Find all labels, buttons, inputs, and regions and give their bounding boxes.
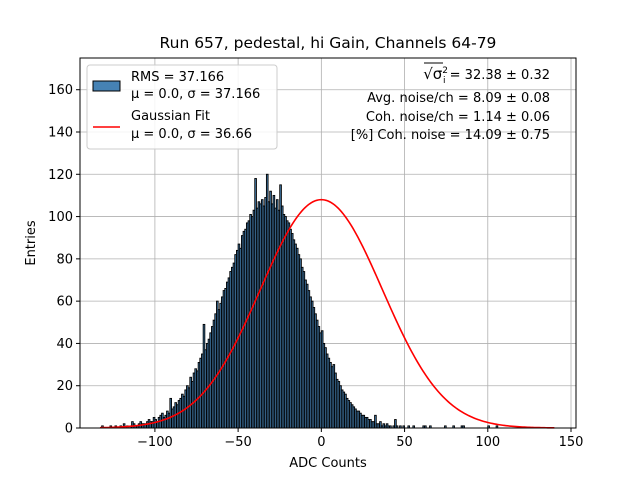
y-tick-label: 160 — [48, 83, 73, 98]
legend-fit-label: Gaussian Fit — [131, 109, 210, 124]
legend-histogram-swatch — [92, 80, 121, 92]
legend-histogram-label: RMS = 37.166 — [131, 70, 224, 85]
grid — [80, 58, 576, 429]
annotation-sigma-sum: √σ2 i = 32.38 ± 0.32 — [423, 65, 550, 86]
gaussian-fit-curve — [99, 198, 555, 429]
plot-frame — [79, 57, 577, 429]
x-tick-label: 50 — [396, 435, 413, 450]
y-tick-label: 40 — [56, 337, 73, 352]
legend: RMS = 37.166 μ = 0.0, σ = 37.166 Gaussia… — [86, 64, 278, 150]
legend-fit-stats: μ = 0.0, σ = 36.66 — [131, 127, 252, 142]
annotation-coh-noise-percent: [%] Coh. noise = 14.09 ± 0.75 — [351, 128, 550, 143]
y-tick-label: 80 — [56, 252, 73, 267]
y-tick-label: 60 — [56, 295, 73, 310]
y-axis: 0 20 40 60 80 100 120 140 160 — [48, 83, 80, 437]
annotation-avg-noise: Avg. noise/ch = 8.09 ± 0.08 — [367, 91, 550, 106]
x-tick-label: 0 — [317, 435, 325, 450]
x-tick-label: 150 — [559, 435, 584, 450]
x-tick-label: −50 — [224, 435, 251, 450]
x-tick-label: −100 — [137, 435, 173, 450]
y-tick-label: 20 — [56, 379, 73, 394]
y-tick-label: 100 — [48, 210, 73, 225]
legend-box — [86, 64, 278, 150]
legend-histogram-stats: μ = 0.0, σ = 37.166 — [131, 87, 260, 102]
y-axis-label: Entries — [24, 220, 39, 266]
y-tick-label: 0 — [65, 422, 73, 437]
noise-annotations: √σ2 i = 32.38 ± 0.32 Avg. noise/ch = 8.09… — [351, 62, 550, 143]
x-axis: −100 −50 0 50 100 150 — [137, 428, 583, 450]
chart-title: Run 657, pedestal, hi Gain, Channels 64-… — [160, 34, 497, 52]
x-axis-label: ADC Counts — [289, 456, 367, 471]
y-tick-label: 120 — [48, 168, 73, 183]
annotation-coh-noise: Coh. noise/ch = 1.14 ± 0.06 — [366, 110, 550, 125]
x-tick-label: 100 — [475, 435, 500, 450]
y-tick-label: 140 — [48, 126, 73, 141]
